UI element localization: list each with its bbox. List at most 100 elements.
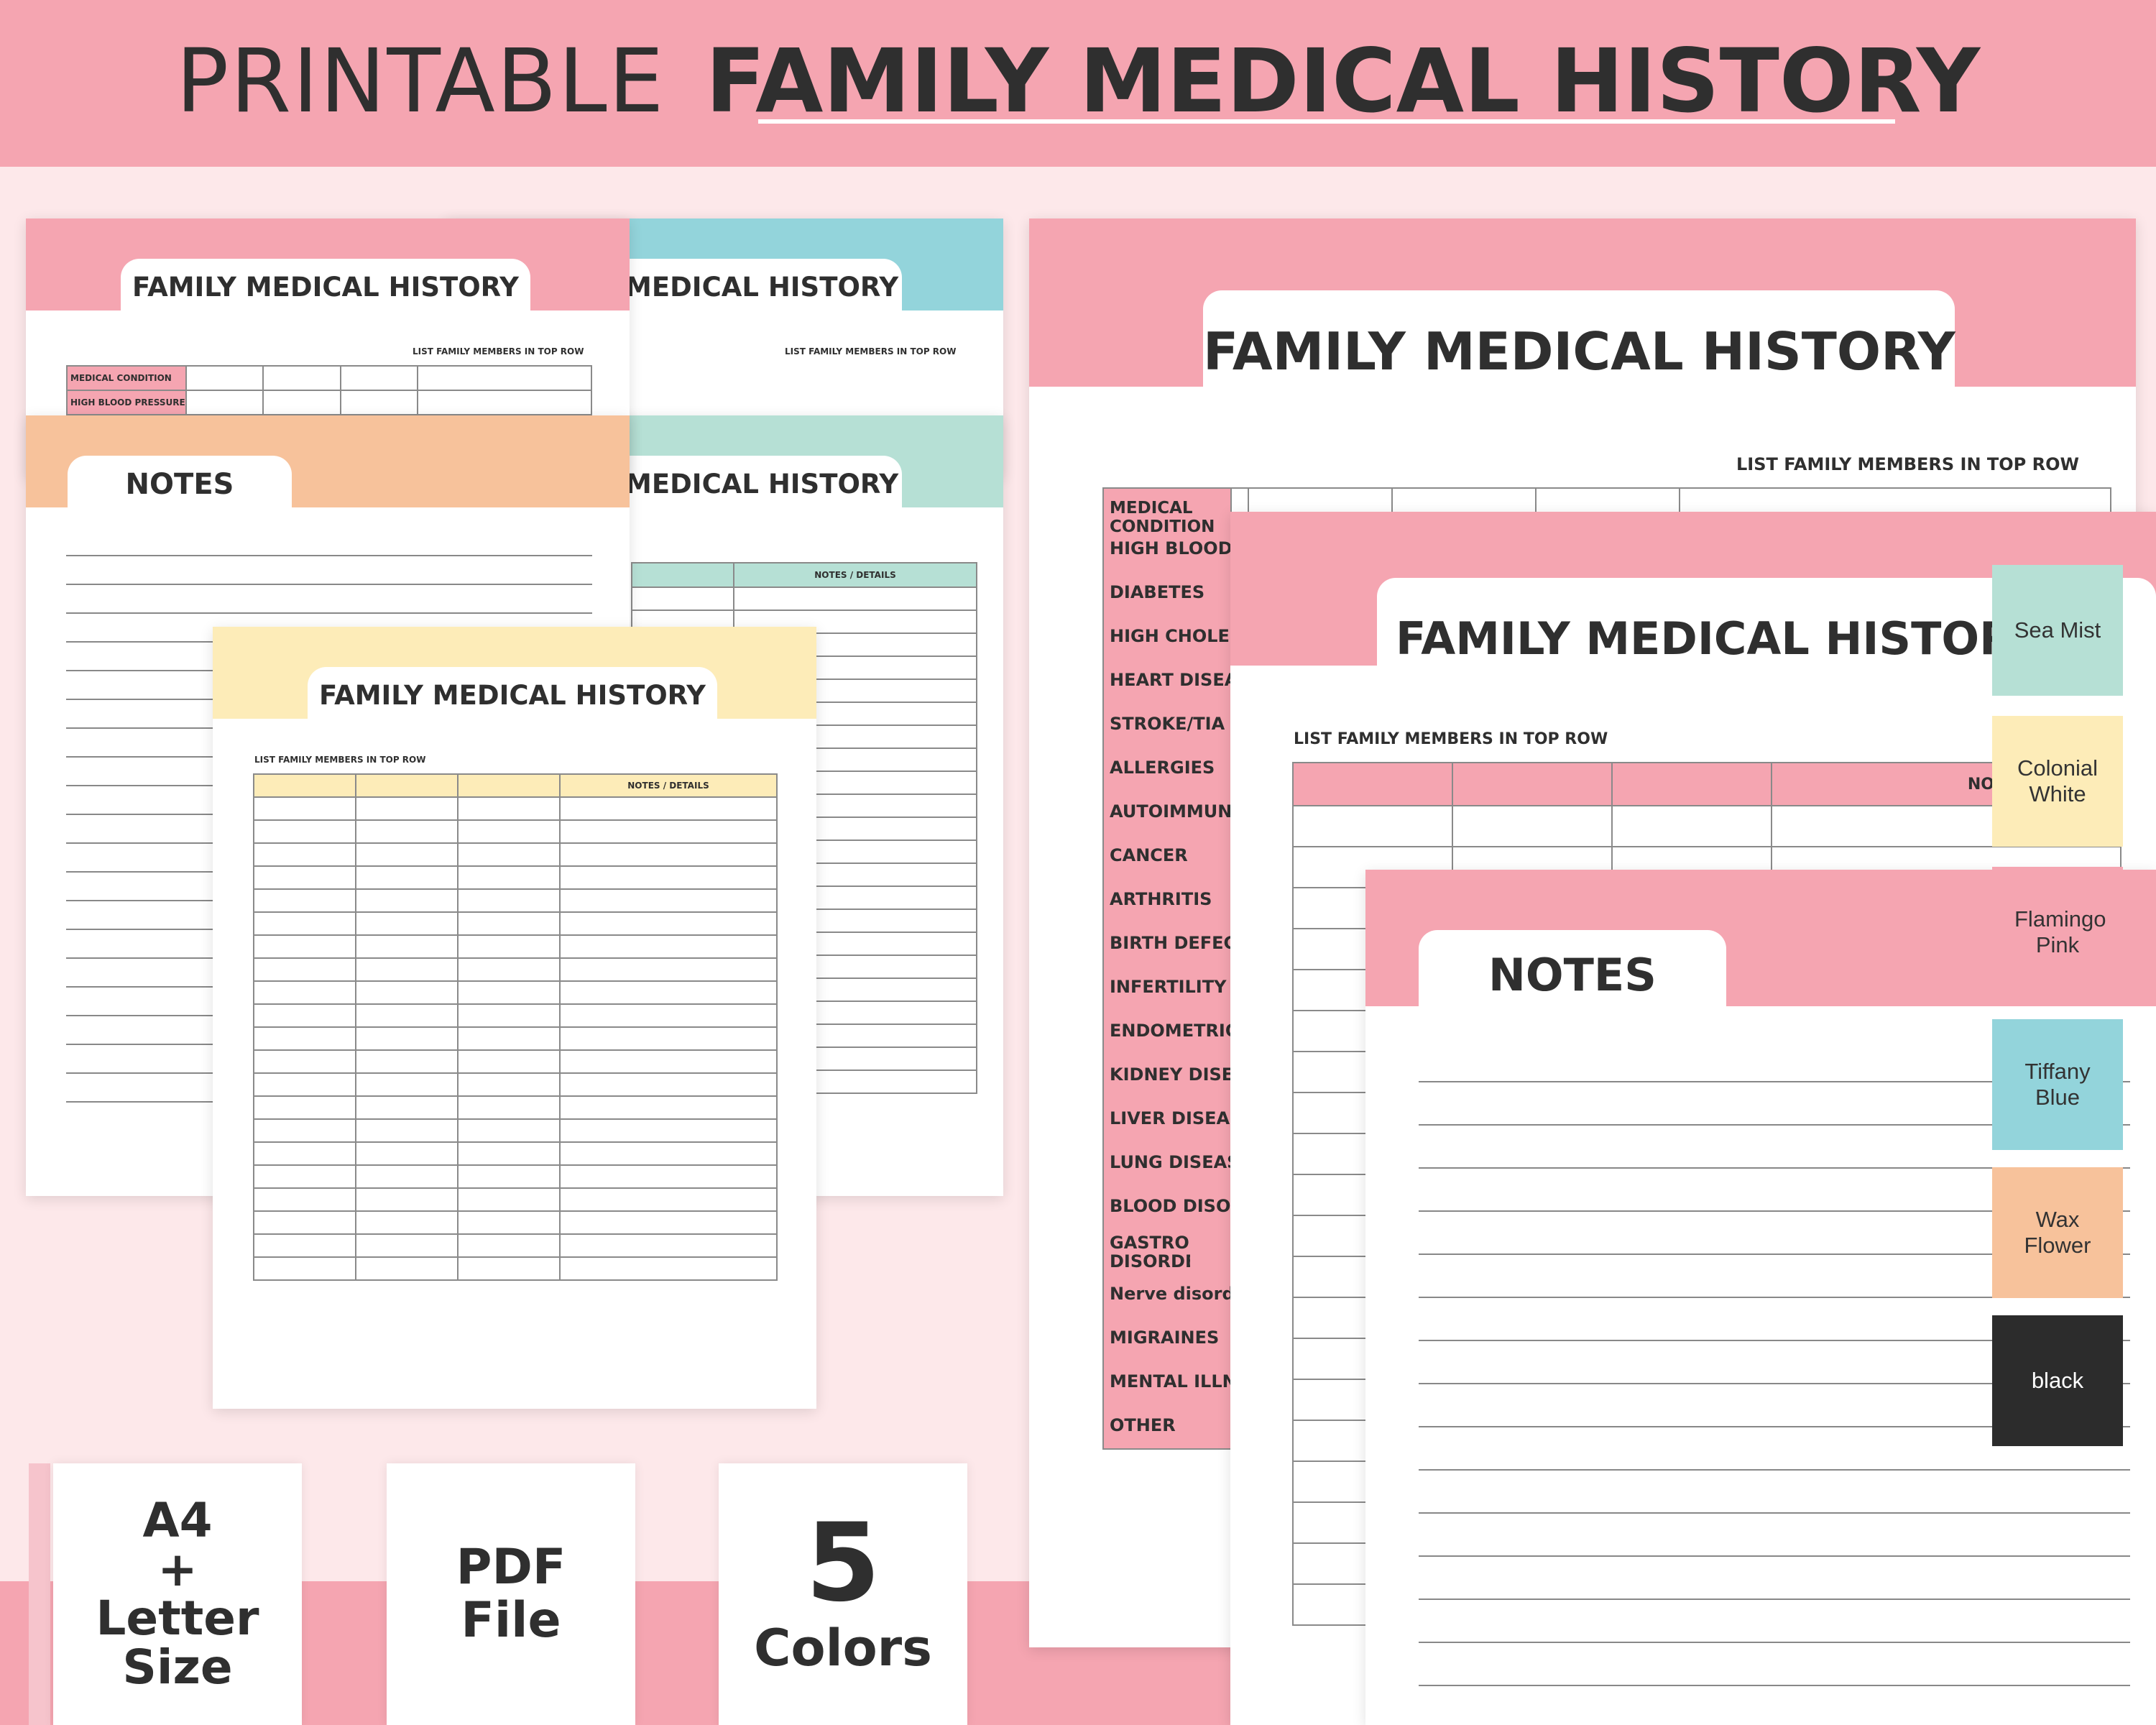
- sheet-title: MEDICAL HISTORY: [625, 272, 899, 303]
- condition-cell: CANCER: [1110, 845, 1188, 865]
- table-row: [631, 586, 977, 611]
- swatch-label: Tiffany Blue: [2024, 1059, 2091, 1110]
- sheet-subtitle: LIST FAMILY MEMBERS IN TOP ROW: [413, 346, 584, 356]
- table-row: [253, 1049, 778, 1074]
- card-shadow: [29, 1463, 50, 1725]
- size-size: Size: [122, 1639, 233, 1695]
- sheet-subtitle: LIST FAMILY MEMBERS IN TOP ROW: [254, 755, 426, 765]
- title-main: FAMILY MEDICAL HISTORY: [705, 30, 1981, 132]
- note-line: [1419, 1555, 2130, 1557]
- table-row: [253, 865, 778, 890]
- note-lines: [1419, 1081, 2130, 1725]
- note-line: [1419, 1340, 2130, 1341]
- swatch-label: Colonial White: [2017, 755, 2098, 806]
- condition-cell: HEART DISEAS: [1110, 670, 1230, 690]
- sheet-title: FAMILY MEDICAL HISTORY: [132, 272, 519, 303]
- note-line: [1419, 1297, 2130, 1298]
- condition-header-cell: MEDICAL CONDITION: [1110, 499, 1215, 536]
- table-row: [253, 888, 778, 913]
- note-line: [1419, 1469, 2130, 1471]
- table-row: [253, 1141, 778, 1166]
- title-printable: PRINTABLE: [175, 30, 665, 132]
- file-file: File: [461, 1592, 561, 1649]
- condition-cell: HIGH BLOOD PRESSURE: [66, 390, 187, 415]
- condition-cell: INFERTILITY: [1110, 977, 1227, 997]
- conditions-table-small: MEDICAL CONDITION HIGH BLOOD PRESSURE: [66, 365, 592, 415]
- file-pdf: PDF: [456, 1539, 566, 1596]
- sheet-title: FAMILY MEDICAL HISTORY: [1203, 321, 1955, 382]
- table-row: [253, 934, 778, 959]
- swatch-colonial-white[interactable]: Colonial White: [1992, 716, 2123, 847]
- sheet-title: MEDICAL HISTORY: [625, 469, 899, 500]
- condition-cell: BIRTH DEFECT: [1110, 933, 1230, 953]
- swatch-label: Wax Flower: [2024, 1207, 2091, 1258]
- page-tab: NOTES: [68, 456, 292, 507]
- header-banner: [0, 0, 2156, 167]
- table-row: [253, 957, 778, 982]
- condition-cell: KIDNEY DISEA: [1110, 1064, 1230, 1085]
- sheet-subtitle: LIST FAMILY MEMBERS IN TOP ROW: [1294, 730, 1608, 748]
- swatch-wax-flower[interactable]: Wax Flower: [1992, 1167, 2123, 1298]
- table-row: [253, 1095, 778, 1120]
- page-tab: FAMILY MEDICAL HISTORY: [121, 259, 530, 310]
- colors-label: Colors: [754, 1619, 932, 1678]
- sheet-title: FAMILY MEDICAL HISTORY: [1396, 612, 2044, 665]
- table-row: [253, 1233, 778, 1258]
- note-line: [1419, 1210, 2130, 1212]
- table-row: [253, 1072, 778, 1097]
- note-line: [1419, 1426, 2130, 1427]
- conditions-column: MEDICAL CONDITION HIGH BLOOD DIABETES HIGH…: [1102, 487, 1232, 1450]
- feature-card-colors: 5 Colors: [719, 1463, 967, 1725]
- condition-cell: MIGRAINES: [1110, 1328, 1220, 1348]
- sheet-subtitle: LIST FAMILY MEMBERS IN TOP ROW: [1736, 454, 2079, 474]
- note-line: [1419, 1685, 2130, 1686]
- swatch-tiffany-blue[interactable]: Tiffany Blue: [1992, 1019, 2123, 1150]
- feature-card-file: PDF File: [387, 1463, 635, 1725]
- condition-cell: MENTAL ILLNE: [1110, 1371, 1230, 1392]
- table-row: [253, 1164, 778, 1189]
- note-line: [1419, 1167, 2130, 1169]
- note-line: [66, 584, 592, 585]
- swatch-label: Sea Mist: [2014, 617, 2101, 643]
- note-line: [1419, 1254, 2130, 1255]
- table-row: [253, 1187, 778, 1212]
- condition-cell: STROKE/TIA: [1110, 714, 1225, 734]
- condition-cell: ALLERGIES: [1110, 758, 1215, 778]
- condition-cell: HIGH BLOOD: [1110, 538, 1230, 558]
- table-row: [253, 1026, 778, 1051]
- table-row: [253, 1118, 778, 1143]
- swatch-black[interactable]: black: [1992, 1315, 2123, 1446]
- large-page-notes: NOTES: [1365, 870, 2156, 1725]
- notes-title: NOTES: [1488, 949, 1657, 1001]
- table-row: [253, 1003, 778, 1028]
- condition-cell: DIABETES: [1110, 582, 1205, 602]
- condition-cell: ENDOMETRIO: [1110, 1021, 1230, 1041]
- swatch-flamingo-pink[interactable]: Flamingo Pink: [1992, 867, 2123, 998]
- table-row: [253, 1256, 778, 1281]
- table-row: [253, 1210, 778, 1235]
- condition-cell: AUTOIMMUNI: [1110, 801, 1230, 822]
- preview-page-yellow: FAMILY MEDICAL HISTORY LIST FAMILY MEMBE…: [213, 627, 816, 1409]
- condition-cell: Nerve disord: [1110, 1284, 1230, 1304]
- condition-cell: LIVER DISEAS: [1110, 1108, 1230, 1128]
- swatch-sea-mist[interactable]: Sea Mist: [1992, 565, 2123, 696]
- condition-cell: GASTROINTES DISORDER: [1110, 1233, 1190, 1271]
- swatch-label: Flamingo Pink: [2014, 906, 2106, 957]
- table-row: [253, 911, 778, 936]
- note-line: [1419, 1598, 2130, 1600]
- note-line: [1419, 1383, 2130, 1384]
- table-row: [253, 980, 778, 1005]
- note-line: [1419, 1642, 2130, 1643]
- table-row: [253, 796, 778, 821]
- notes-details-header: NOTES / DETAILS: [559, 773, 778, 798]
- table-row: [253, 819, 778, 844]
- page-tab: NOTES: [1419, 930, 1726, 1006]
- condition-cell: OTHER: [1110, 1415, 1176, 1435]
- condition-cell: LUNG DISEAS: [1110, 1152, 1230, 1172]
- page-tab: FAMILY MEDICAL HISTORY: [308, 667, 717, 719]
- note-line: [66, 612, 592, 614]
- page-title: PRINTABLE FAMILY MEDICAL HISTORY: [0, 27, 2156, 135]
- title-underline: [758, 119, 1895, 124]
- sheet-subtitle: LIST FAMILY MEMBERS IN TOP ROW: [785, 346, 957, 356]
- swatch-label: black: [2031, 1368, 2084, 1393]
